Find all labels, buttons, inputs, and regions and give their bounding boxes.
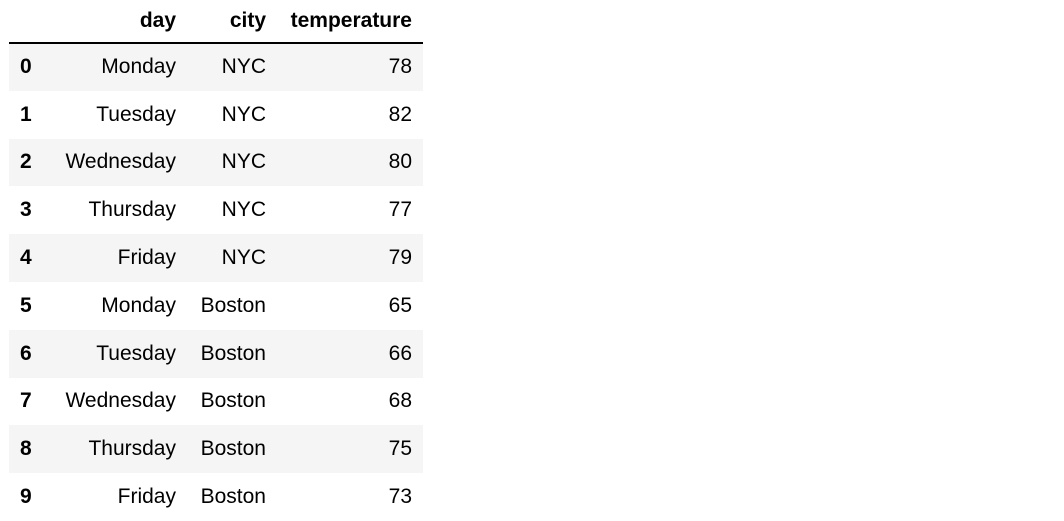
city-column-header: city xyxy=(187,0,277,44)
table-row: 5 Monday Boston 65 xyxy=(9,281,423,330)
row-index: 7 xyxy=(20,389,32,413)
row-index: 9 xyxy=(20,485,32,509)
temperature-cell: 78 xyxy=(388,55,412,79)
day-cell: Friday xyxy=(117,246,176,270)
city-cell: Boston xyxy=(200,389,266,413)
dataframe-table: day city temperature 0 Monday NYC 78 1 T… xyxy=(9,0,423,521)
row-index: 8 xyxy=(20,437,32,461)
day-cell: Wednesday xyxy=(65,150,176,174)
city-cell: NYC xyxy=(221,102,266,126)
day-cell: Wednesday xyxy=(65,389,176,413)
city-cell: Boston xyxy=(200,293,266,317)
table-row: 2 Wednesday NYC 80 xyxy=(9,138,423,187)
row-index: 4 xyxy=(20,246,32,270)
row-index: 0 xyxy=(20,55,32,79)
table-row: 4 Friday NYC 79 xyxy=(9,234,423,282)
row-index: 5 xyxy=(20,293,32,317)
city-cell: NYC xyxy=(221,55,266,79)
row-index: 1 xyxy=(20,102,32,126)
table-row: 7 Wednesday Boston 68 xyxy=(9,377,423,426)
row-index: 2 xyxy=(20,150,32,174)
temperature-cell: 68 xyxy=(388,389,412,413)
temperature-cell: 66 xyxy=(388,341,412,365)
day-cell: Thursday xyxy=(88,198,176,222)
city-cell: Boston xyxy=(200,485,266,509)
day-cell: Monday xyxy=(101,293,176,317)
day-cell: Friday xyxy=(117,485,176,509)
temperature-cell: 65 xyxy=(388,293,412,317)
city-cell: Boston xyxy=(200,341,266,365)
day-cell: Monday xyxy=(101,55,176,79)
city-cell: NYC xyxy=(221,246,266,270)
day-cell: Tuesday xyxy=(96,102,176,126)
row-index: 6 xyxy=(20,341,32,365)
table-row: 3 Thursday NYC 77 xyxy=(9,186,423,235)
temperature-cell: 82 xyxy=(388,102,412,126)
row-index: 3 xyxy=(20,198,32,222)
table-body: 0 Monday NYC 78 1 Tuesday NYC 82 2 Wedne… xyxy=(9,43,423,521)
day-cell: Thursday xyxy=(88,437,176,461)
day-cell: Tuesday xyxy=(96,341,176,365)
temperature-cell: 79 xyxy=(388,246,412,270)
temperature-cell: 73 xyxy=(388,485,412,509)
table-row: 8 Thursday Boston 75 xyxy=(9,425,423,474)
header-row: day city temperature xyxy=(9,0,423,44)
city-cell: Boston xyxy=(200,437,266,461)
city-cell: NYC xyxy=(221,150,266,174)
table-row: 0 Monday NYC 78 xyxy=(9,43,423,91)
temperature-cell: 75 xyxy=(388,437,412,461)
table-row: 9 Friday Boston 73 xyxy=(9,473,423,521)
temperature-column-header: temperature xyxy=(277,0,423,44)
day-column-header: day xyxy=(53,0,187,44)
city-cell: NYC xyxy=(221,198,266,222)
index-column-header xyxy=(9,0,53,44)
table-header: day city temperature xyxy=(9,0,423,44)
temperature-cell: 77 xyxy=(388,198,412,222)
dataframe-output: day city temperature 0 Monday NYC 78 1 T… xyxy=(9,0,423,521)
temperature-cell: 80 xyxy=(388,150,412,174)
table-row: 1 Tuesday NYC 82 xyxy=(9,90,423,139)
table-row: 6 Tuesday Boston 66 xyxy=(9,329,423,378)
